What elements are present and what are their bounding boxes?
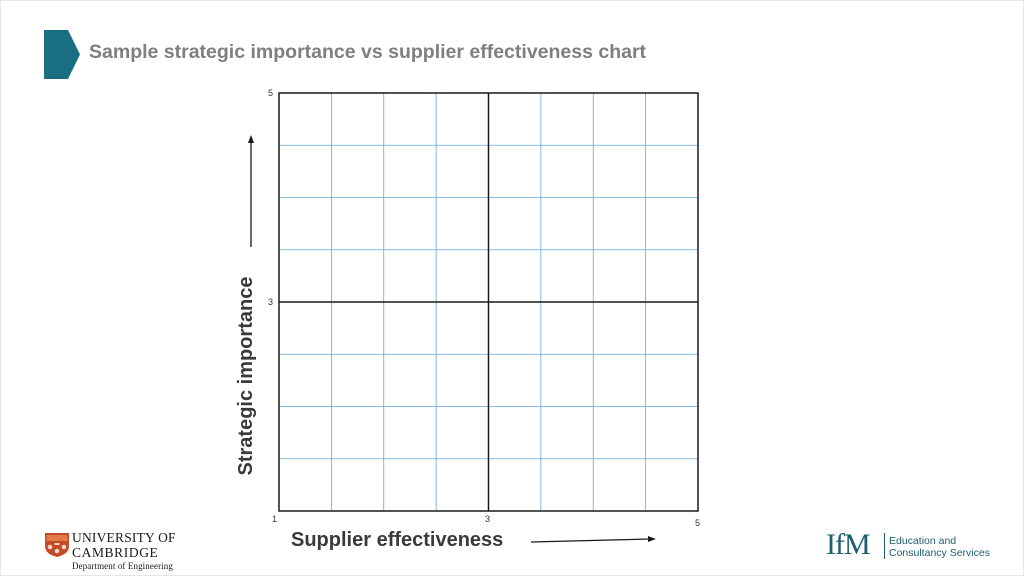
x-tick-5: 5 [695,518,701,528]
y-tick-3: 3 [268,297,274,307]
slide-title: Sample strategic importance vs supplier … [89,41,647,63]
cambridge-logo-text: UNIVERSITY OF CAMBRIDGE Department of En… [72,531,176,571]
axis-arrows [248,135,656,543]
x-tick-3: 3 [485,514,491,524]
department-name: Department of Engineering [72,561,173,571]
plot-border [278,92,699,512]
y-tick-5: 5 [268,88,274,98]
y-axis-label: Strategic importance [235,276,257,476]
x-axis-label: Supplier effectiveness [291,529,504,551]
ifm-subtitle-line2: Consultancy Services [889,547,990,560]
title-chevron-icon [44,30,80,79]
ifm-divider [884,533,885,559]
cambridge-crest-icon [45,533,69,557]
x-axis-arrowhead-icon [648,536,656,542]
ifm-subtitle-line1: Education and [889,535,957,547]
y-axis-arrowhead-icon [248,135,254,143]
ifm-logo: IfM [826,528,871,561]
x-axis-arrow [530,538,651,543]
ifm-subtitle: Education and Consultancy Services [889,535,990,559]
university-line1: UNIVERSITY OF [72,530,176,545]
university-line2: CAMBRIDGE [72,544,159,560]
x-tick-1: 1 [272,514,278,524]
